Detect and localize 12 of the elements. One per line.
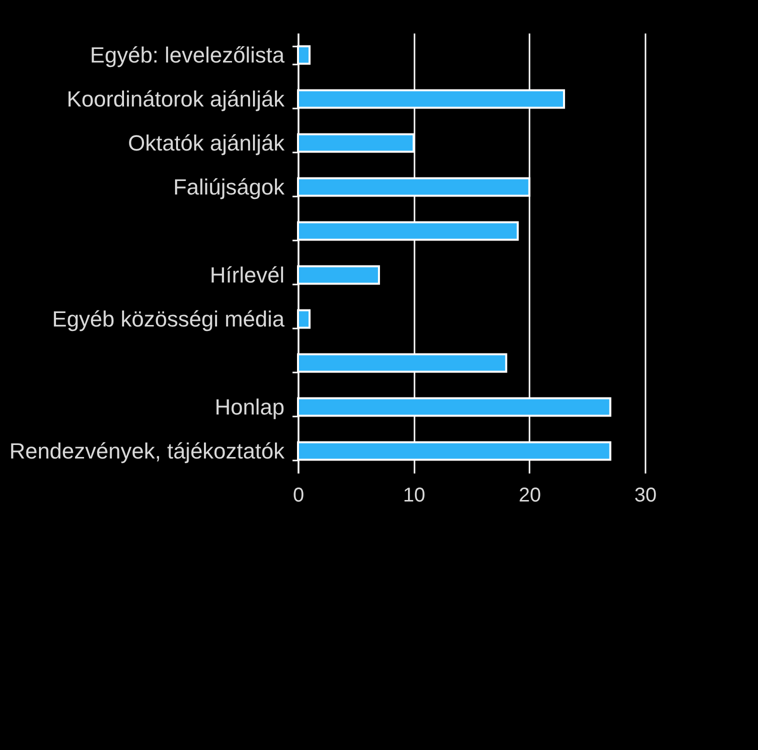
y-tick-label: Egyéb: levelezőlista [90, 42, 286, 68]
x-tick-label: 30 [634, 484, 657, 506]
y-tick-label: Rendezvények, tájékoztatók [9, 438, 286, 464]
x-tick-label: 20 [518, 484, 541, 506]
y-tick-label: Honlap [214, 394, 284, 420]
y-tick-label: Faliújságok [173, 174, 286, 200]
x-tick-label: 10 [403, 484, 426, 506]
y-tick-label: Egyéb közösségi média [52, 306, 286, 332]
y-tick-label: Koordinátorok ajánlják [66, 86, 286, 112]
y-tick-label: Hírlevél [210, 262, 284, 288]
y-tick-label: Oktatók ajánlják [128, 130, 286, 156]
x-tick-label: 0 [292, 484, 304, 506]
